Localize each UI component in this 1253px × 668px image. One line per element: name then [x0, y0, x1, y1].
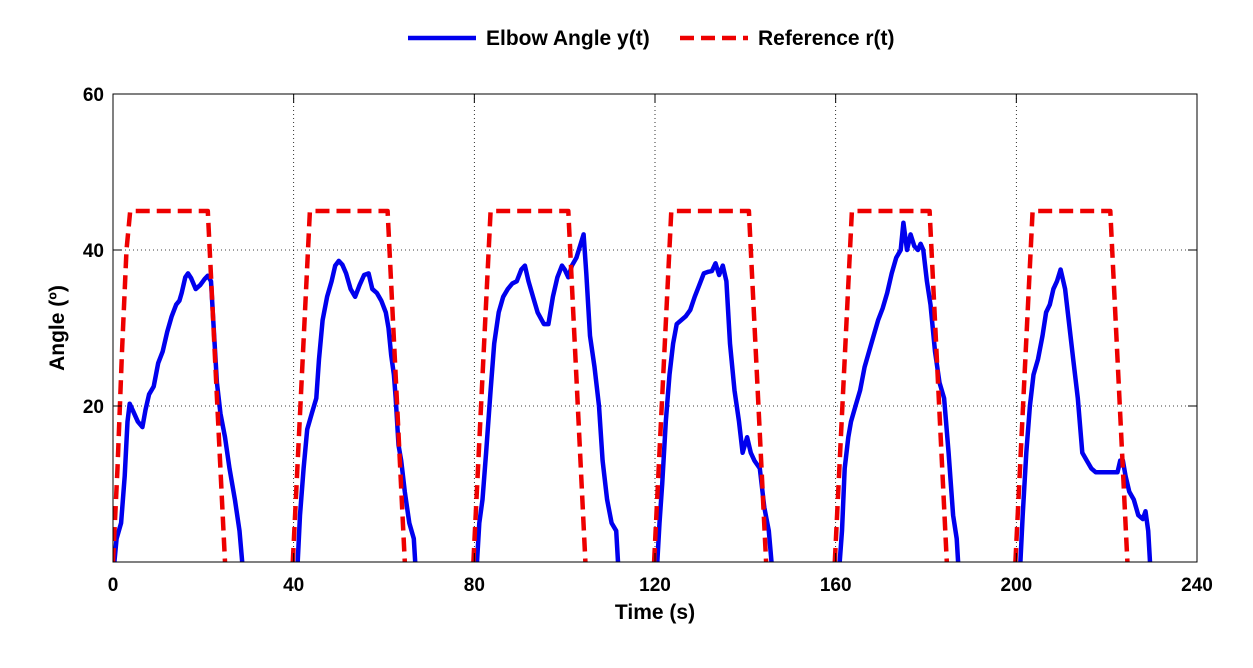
x-tick-label: 240 [1181, 575, 1213, 596]
x-tick-label: 200 [1000, 575, 1032, 596]
legend: Elbow Angle y(t) Reference r(t) [408, 27, 895, 50]
x-tick-label: 0 [108, 575, 119, 596]
reference-cycle-2 [290, 208, 408, 562]
y-axis-title: Angle (º) [46, 285, 69, 371]
reference-cycle-6 [1013, 208, 1130, 562]
reference-cycle-4 [651, 208, 769, 562]
axis-ticks: 0 40 80 120 160 200 240 20 40 60 [83, 85, 1213, 596]
reference-cycle-1 [113, 208, 228, 562]
elbow-angle-cycle-4 [655, 261, 774, 562]
series-elbow-angle [113, 220, 1153, 562]
y-tick-label: 20 [83, 397, 104, 418]
grid-lines [113, 94, 1197, 562]
plot-frame [112, 93, 1198, 563]
reference-cycle-3 [471, 208, 588, 562]
elbow-angle-cycle-2 [295, 258, 418, 562]
legend-label-reference: Reference r(t) [758, 27, 895, 50]
elbow-angle-cycle-3 [474, 232, 621, 562]
series-lines [113, 208, 1153, 562]
y-tick-label: 40 [83, 241, 104, 262]
legend-label-elbow-angle: Elbow Angle y(t) [486, 27, 650, 50]
x-tick-label: 160 [820, 575, 852, 596]
x-tick-label: 80 [464, 575, 485, 596]
series-reference [113, 208, 1130, 562]
y-tick-label: 60 [83, 85, 104, 106]
elbow-angle-cycle-6 [1018, 267, 1153, 562]
x-tick-label: 120 [639, 575, 671, 596]
reference-cycle-5 [832, 208, 950, 562]
x-tick-label: 40 [283, 575, 304, 596]
x-axis-title: Time (s) [615, 601, 695, 624]
